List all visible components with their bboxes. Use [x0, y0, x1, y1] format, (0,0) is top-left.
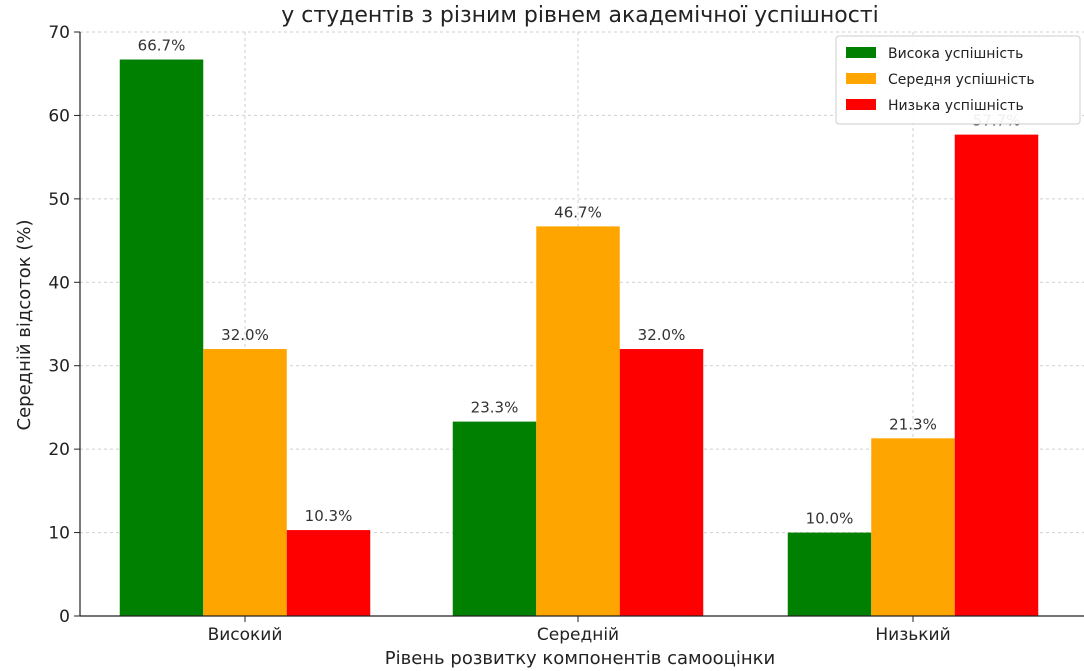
bar: [787, 532, 872, 616]
bar-value-label: 66.7%: [138, 37, 186, 55]
x-tick-label: Високий: [208, 625, 283, 645]
bar-value-label: 10.0%: [806, 510, 854, 528]
y-tick-label: 50: [48, 190, 70, 210]
bar: [619, 349, 704, 616]
bar: [536, 226, 620, 617]
legend-label: Висока успішність: [888, 46, 1023, 62]
legend-swatch: [846, 99, 876, 110]
legend: Висока успішність Середня успішність Низьк…: [835, 35, 1081, 125]
legend-box: [835, 35, 1081, 125]
bar-value-label: 32.0%: [638, 326, 686, 344]
y-tick-label: 0: [59, 607, 70, 627]
x-tick-label: Середній: [537, 625, 619, 645]
x-tick-label: Низький: [875, 625, 950, 645]
bar-value-label: 21.3%: [889, 415, 937, 433]
y-tick-label: 60: [48, 106, 70, 126]
y-axis-label: Середній відсоток (%): [14, 220, 35, 431]
y-tick-label: 40: [48, 273, 70, 293]
bar-value-label: 23.3%: [471, 399, 519, 417]
legend-label: Середня успішність: [888, 72, 1035, 88]
legend-label: Низька успішність: [888, 98, 1024, 114]
y-tick-label: 70: [48, 23, 70, 43]
bar: [203, 349, 287, 616]
x-axis-label: Рівень розвитку компонентів самооцінки: [385, 648, 775, 669]
y-tick-label: 30: [48, 357, 70, 377]
y-tick-label: 20: [48, 440, 70, 460]
bar: [452, 421, 537, 616]
bar-value-label: 46.7%: [554, 203, 602, 221]
bars: [119, 59, 1039, 617]
chart-title: у студентів з різним рівнем академічної …: [281, 3, 879, 28]
bar: [954, 134, 1039, 617]
legend-swatch: [846, 47, 876, 58]
bar-value-label: 32.0%: [221, 326, 269, 344]
bar: [871, 438, 955, 616]
y-tick-label: 10: [48, 524, 70, 544]
bar: [286, 530, 371, 616]
legend-swatch: [846, 73, 876, 84]
bar-value-label: 10.3%: [305, 507, 353, 525]
bar: [119, 59, 204, 616]
axes: 0 10 20 30 40 50 60 70 Високий Середній Низький: [48, 23, 1084, 645]
